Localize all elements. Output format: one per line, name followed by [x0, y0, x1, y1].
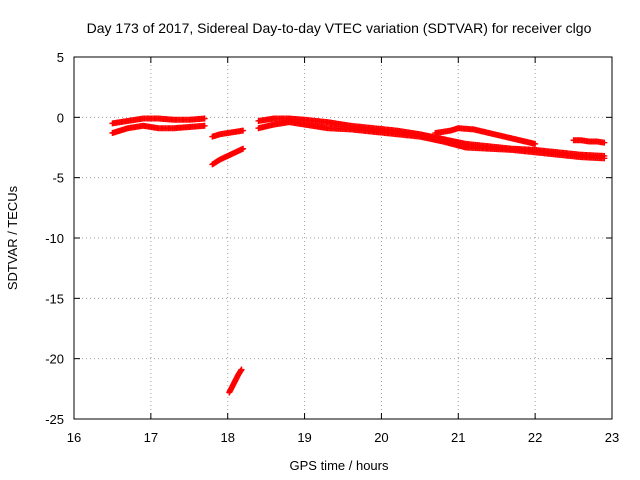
series-arc-1-upper — [109, 115, 208, 127]
data-series — [109, 115, 608, 396]
series-arc-4 — [226, 366, 245, 396]
y-tick-label: -20 — [45, 352, 64, 367]
y-tick-label: -25 — [45, 412, 64, 427]
data-point — [201, 115, 208, 122]
x-axis-label: GPS time / hours — [290, 458, 389, 473]
x-tick-label: 20 — [374, 430, 388, 445]
x-tick-label: 21 — [451, 430, 465, 445]
data-point — [201, 122, 208, 129]
series-arc-3 — [209, 145, 247, 168]
y-tick-label: -10 — [45, 231, 64, 246]
series-arc-2 — [209, 127, 247, 140]
y-tick-label: -5 — [52, 171, 64, 186]
series-arc-6 — [255, 119, 608, 162]
series-arc-7 — [432, 125, 539, 147]
x-tick-label: 16 — [67, 430, 81, 445]
x-tick-label: 23 — [605, 430, 619, 445]
y-tick-label: -15 — [45, 291, 64, 306]
ticks: 16 17 18 19 20 21 22 23 5 0 -5 -10 -15 -20 -25 — [45, 50, 619, 445]
x-tick-label: 17 — [144, 430, 158, 445]
data-point — [240, 145, 247, 152]
series-arc-8 — [570, 137, 608, 146]
y-tick-label: 5 — [57, 50, 64, 65]
data-point — [238, 366, 245, 373]
data-point — [601, 155, 608, 162]
x-tick-label: 22 — [528, 430, 542, 445]
series-arc-1-lower — [109, 122, 208, 137]
data-point — [601, 139, 608, 146]
y-tick-label: 0 — [57, 110, 64, 125]
data-point — [532, 140, 539, 147]
x-tick-label: 19 — [297, 430, 311, 445]
x-tick-label: 18 — [220, 430, 234, 445]
grid — [74, 57, 612, 419]
chart-title: Day 173 of 2017, Sidereal Day-to-day VTE… — [87, 20, 592, 36]
data-point — [240, 127, 247, 134]
y-axis-label: SDTVAR / TECUs — [5, 185, 20, 290]
